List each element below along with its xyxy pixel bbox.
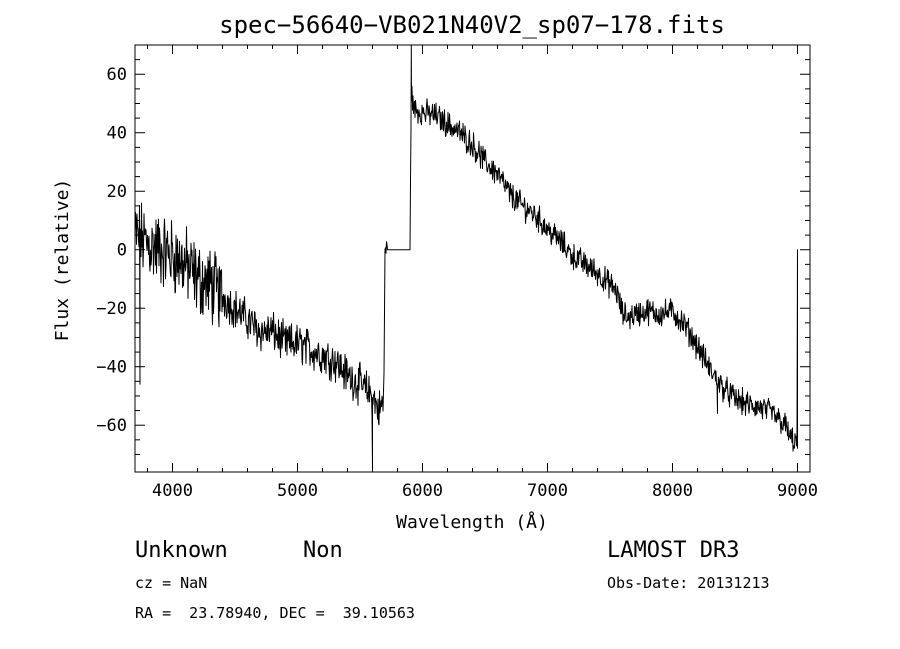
x-tick-label: 7000 [527,481,568,501]
flux-series-line [134,44,798,470]
survey-name: LAMOST DR3 [607,538,740,563]
y-tick-label: −20 [96,299,127,319]
observation-date: Obs-Date: 20131213 [607,574,770,592]
x-tick-label: 8000 [652,481,693,501]
x-tick-label: 4000 [152,481,193,501]
y-tick-label: 60 [107,65,127,85]
plot-frame [134,44,811,473]
x-tick-label: 6000 [402,481,443,501]
redshift-readout: cz = NaN [135,574,208,592]
y-tick-label: −60 [96,416,127,436]
y-axis: 60 40 20 0 −20 −40 −60 [96,44,810,455]
object-subclass: Non [303,538,343,563]
x-tick-label: 9000 [777,481,818,501]
x-tick-label: 5000 [277,481,318,501]
y-tick-label: 40 [107,124,127,144]
object-class: Unknown [135,538,228,563]
y-tick-label: 0 [117,241,127,261]
y-tick-label: 20 [107,182,127,202]
x-axis-label: Wavelength (Å) [396,511,548,533]
plot-area [134,44,798,470]
coordinates-readout: RA = 23.78940, DEC = 39.10563 [135,604,415,622]
y-axis-label: Flux (relative) [52,179,73,342]
chart-title: spec−56640−VB021N40V2_sp07−178.fits [219,11,725,39]
x-axis: 4000 5000 6000 7000 8000 9000 [147,45,818,501]
y-tick-label: −40 [96,358,127,378]
